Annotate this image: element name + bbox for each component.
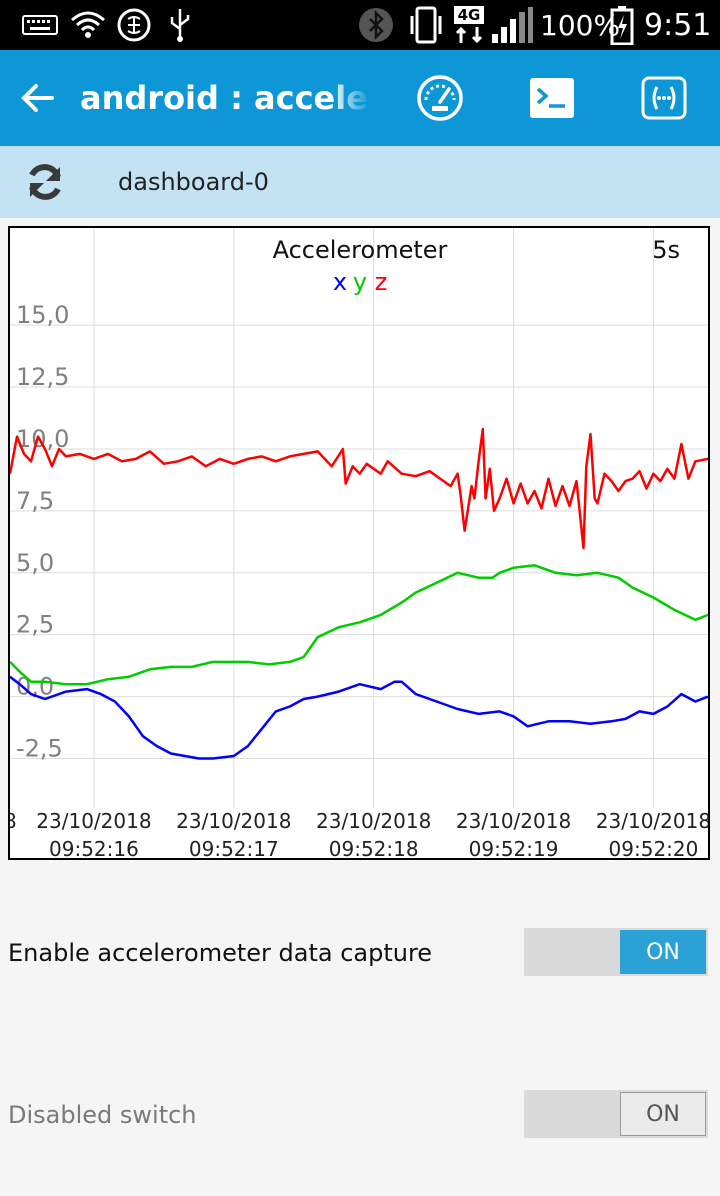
y-tick-label: -2,5 <box>16 734 63 762</box>
series-line-y <box>9 564 709 686</box>
app-bar: android : accelerometer <box>0 50 720 146</box>
wifi-icon <box>70 0 106 50</box>
battery-percent: 100% <box>540 0 620 50</box>
page-title: android : accelerometer <box>80 50 370 146</box>
capture-switch-state: ON <box>620 930 706 974</box>
disabled-row: Disabled switch ON <box>0 1088 720 1142</box>
chart-canvas: 15,012,510,07,55,02,50,0-2,523/10/201809… <box>4 228 711 861</box>
capture-switch[interactable]: ON <box>524 928 708 976</box>
x-tick-time: 09:52:20 <box>609 837 699 858</box>
clock-label: 9:51 <box>644 7 712 43</box>
back-arrow-icon[interactable] <box>14 74 62 122</box>
window-label: 5s <box>652 236 680 264</box>
y-tick-label: 12,5 <box>16 363 69 391</box>
terminal-icon[interactable] <box>526 74 578 122</box>
y-tick-label: 5,0 <box>16 549 54 577</box>
series-line-x <box>9 675 709 760</box>
y-tick-label: 7,5 <box>16 487 54 515</box>
x-tick-time: 09:52:18 <box>329 837 419 858</box>
x-tick-date: 23/10/2018 <box>456 809 571 833</box>
x-tick-clipped: 8 <box>10 809 17 833</box>
signal-icon <box>490 0 534 50</box>
clock: 9:51 <box>644 0 711 50</box>
refresh-icon[interactable] <box>20 158 70 206</box>
brain-icon <box>116 0 152 50</box>
keyboard-icon <box>22 0 58 50</box>
chart-title: Accelerometer <box>273 236 448 264</box>
x-tick-date: 23/10/2018 <box>176 809 291 833</box>
x-tick-date: 23/10/2018 <box>316 809 431 833</box>
battery-percent-label: 100% <box>540 8 621 42</box>
capture-label: Enable accelerometer data capture <box>8 939 433 967</box>
x-tick-time: 09:52:17 <box>189 837 279 858</box>
dashboard-bar: dashboard-0 <box>0 146 720 218</box>
y-tick-label: 10,0 <box>16 425 69 453</box>
usb-icon <box>168 0 192 50</box>
battery-icon <box>610 0 634 50</box>
dashboard-name: dashboard-0 <box>118 168 269 196</box>
disabled-switch: ON <box>524 1090 708 1138</box>
json-icon[interactable] <box>638 74 690 122</box>
status-bar: 4G 100% 9:51 <box>0 0 720 50</box>
y-tick-label: 15,0 <box>16 301 69 329</box>
x-tick-date: 23/10/2018 <box>36 809 151 833</box>
vibrate-icon <box>406 0 446 50</box>
disabled-switch-state: ON <box>620 1092 706 1136</box>
series-line-z <box>8 427 709 550</box>
bluetooth-icon <box>358 0 394 50</box>
legend-entry-x: x <box>333 268 347 296</box>
y-tick-label: 2,5 <box>16 611 54 639</box>
legend-entry-y: y <box>353 268 367 296</box>
disabled-label: Disabled switch <box>8 1101 197 1129</box>
x-tick-date: 23/10/2018 <box>596 809 708 833</box>
capture-row: Enable accelerometer data capture ON <box>0 926 720 980</box>
speedometer-icon[interactable] <box>412 74 468 122</box>
x-tick-time: 09:52:19 <box>469 837 559 858</box>
legend-entry-z: z <box>375 268 388 296</box>
x-tick-time: 09:52:16 <box>49 837 139 858</box>
network-type-label: 4G <box>458 6 481 24</box>
accelerometer-chart: 15,0 12,5 10,0 7,5 5,0 2,5 0,0 -2,5 23/10/2018 09… <box>4 226 711 861</box>
network-type-icon: 4G <box>452 0 486 50</box>
